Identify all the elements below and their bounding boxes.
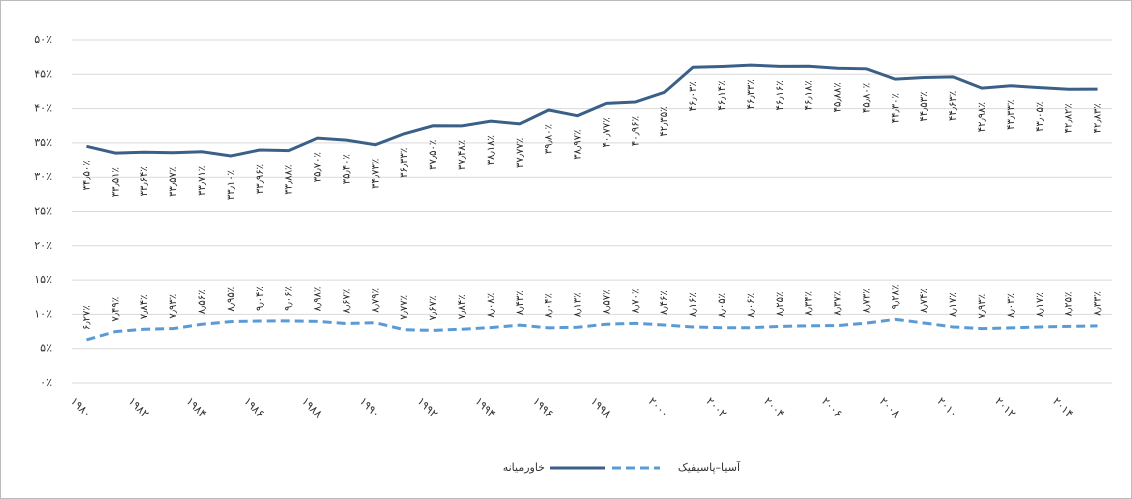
data-label: ۸٫۷۳٪ — [861, 288, 872, 313]
data-label: ۷٫۶۷٪ — [428, 296, 439, 321]
data-label: ۴۶٫۰۳٪ — [688, 81, 699, 111]
data-label: ۸٫۵۷٪ — [601, 289, 612, 314]
data-label: ۴۵٫۸۰٪ — [861, 83, 872, 113]
data-label: ۸٫۰۸٪ — [486, 293, 497, 318]
data-label: ۳۵٫۴۰٪ — [341, 154, 352, 184]
data-label: ۴۴٫۳۰٪ — [890, 93, 901, 123]
y-tick-label: ۰٪ — [40, 376, 52, 389]
data-label: ۴۳٫۳۳٪ — [1006, 100, 1017, 130]
data-label: ۳۳٫۹۶٪ — [255, 164, 266, 194]
data-label: ۹٫۲۸٪ — [890, 285, 901, 310]
data-label: ۴۶٫۱۴٪ — [717, 80, 728, 110]
data-label: ۹٫۰۶٪ — [284, 286, 295, 311]
data-label: ۳۸٫۱۸٪ — [486, 135, 497, 165]
data-label: ۴۶٫۱۸٪ — [804, 80, 815, 110]
data-label: ۸٫۰۵٪ — [717, 293, 728, 318]
y-tick-label: ۳۰٪ — [34, 170, 52, 183]
data-label: ۸٫۱۳٪ — [573, 292, 584, 317]
data-label: ۴۰٫۷۷٪ — [601, 117, 612, 147]
data-label: ۳۵٫۷۰٪ — [313, 152, 324, 182]
y-tick-label: ۳۵٪ — [34, 136, 52, 149]
data-label: ۶٫۲۷٪ — [81, 305, 92, 330]
data-label: ۸٫۱۷٪ — [1035, 292, 1046, 317]
data-label: ۷٫۴۹٪ — [110, 297, 121, 322]
data-label: ۸٫۳۴٪ — [804, 291, 815, 316]
data-label: ۸٫۷۰٪ — [630, 289, 641, 314]
y-tick-label: ۵۰٪ — [34, 33, 52, 46]
data-label: ۸٫۳۷٪ — [833, 291, 844, 316]
data-label: ۴۲٫۳۵٪ — [659, 106, 670, 136]
data-label: ۸٫۷۹٪ — [370, 288, 381, 313]
data-label: ۳۶٫۳۳٪ — [399, 148, 410, 178]
data-label: ۸٫۴۶٪ — [659, 290, 670, 315]
data-label: ۷٫۸۴٪ — [139, 294, 150, 319]
data-label: ۸٫۰۳٪ — [1006, 293, 1017, 318]
y-tick-label: ۲۵٪ — [34, 205, 52, 218]
y-tick-label: ۱۰٪ — [34, 307, 52, 320]
data-label: ۴۶٫۱۶٪ — [775, 80, 786, 110]
data-label: ۴۶٫۳۳٪ — [746, 79, 757, 109]
y-tick-label: ۵٪ — [40, 342, 52, 355]
data-label: ۴۲٫۸۲٪ — [1064, 103, 1075, 133]
data-label: ۷٫۹۳٪ — [977, 294, 988, 319]
data-label: ۴۲٫۹۸٪ — [977, 102, 988, 132]
data-label: ۷٫۹۳٪ — [168, 294, 179, 319]
y-tick-label: ۴۵٪ — [34, 67, 52, 80]
data-label: ۴۳٫۰۵٪ — [1035, 102, 1046, 132]
data-label: ۴۴٫۵۳٪ — [919, 92, 930, 122]
data-label: ۴۰٫۹۶٪ — [630, 116, 641, 146]
data-label: ۸٫۰۴٪ — [544, 293, 555, 318]
data-label: ۳۳٫۶۴٪ — [139, 166, 150, 196]
data-label: ۷٫۷۷٪ — [399, 295, 410, 320]
data-label: ۸٫۴۳٪ — [515, 290, 526, 315]
data-label: ۳۴٫۷۳٪ — [370, 159, 381, 189]
data-label: ۳۳٫۱۰٪ — [226, 170, 237, 200]
data-label: ۹٫۰۴٪ — [255, 286, 266, 311]
data-label: ۳۷٫۵۰٪ — [428, 140, 439, 170]
data-label: ۴۲٫۸۳٪ — [1093, 103, 1104, 133]
chart: ۰٪۵٪۱۰٪۱۵٪۲۰٪۲۵٪۳۰٪۳۵٪۴۰٪۴۵٪۵۰٪۱۹۸۰۱۹۸۲۱… — [0, 0, 1132, 499]
data-label: ۳۳٫۵۱٪ — [110, 167, 121, 197]
data-label: ۸٫۹۸٪ — [313, 287, 324, 312]
data-label: ۳۷٫۷۷٪ — [515, 138, 526, 168]
data-label: ۸٫۳۳٪ — [1093, 291, 1104, 316]
data-label: ۴۴٫۶۳٪ — [948, 91, 959, 121]
data-label: ۸٫۱۶٪ — [688, 292, 699, 317]
y-tick-label: ۱۵٪ — [34, 273, 52, 286]
data-label: ۳۹٫۸۰٪ — [544, 124, 555, 154]
data-label: ۳۷٫۴۸٪ — [457, 140, 468, 170]
data-label: ۳۳٫۷۱٪ — [197, 166, 208, 196]
chart-frame — [1, 1, 1132, 499]
y-tick-label: ۴۰٪ — [34, 102, 52, 115]
legend-label: خاورمیانه — [503, 461, 545, 474]
data-label: ۸٫۲۵٪ — [1064, 292, 1075, 317]
legend-label: آسیا–پاسیفیک — [678, 460, 741, 474]
y-tick-label: ۲۰٪ — [34, 239, 52, 252]
data-label: ۷٫۸۴٪ — [457, 294, 468, 319]
data-label: ۳۳٫۵۷٪ — [168, 167, 179, 197]
data-label: ۸٫۹۵٪ — [226, 287, 237, 312]
data-label: ۸٫۲۵٪ — [775, 292, 786, 317]
data-label: ۳۳٫۸۸٪ — [284, 165, 295, 195]
data-label: ۸٫۶۷٪ — [341, 289, 352, 314]
data-label: ۳۴٫۵۰٪ — [81, 160, 92, 190]
data-label: ۸٫۵۶٪ — [197, 290, 208, 315]
data-label: ۸٫۰۶٪ — [746, 293, 757, 318]
data-label: ۸٫۷۴٪ — [919, 288, 930, 313]
data-label: ۴۵٫۸۸٪ — [833, 82, 844, 112]
data-label: ۸٫۱۷٪ — [948, 292, 959, 317]
data-label: ۳۸٫۹۷٪ — [573, 130, 584, 160]
